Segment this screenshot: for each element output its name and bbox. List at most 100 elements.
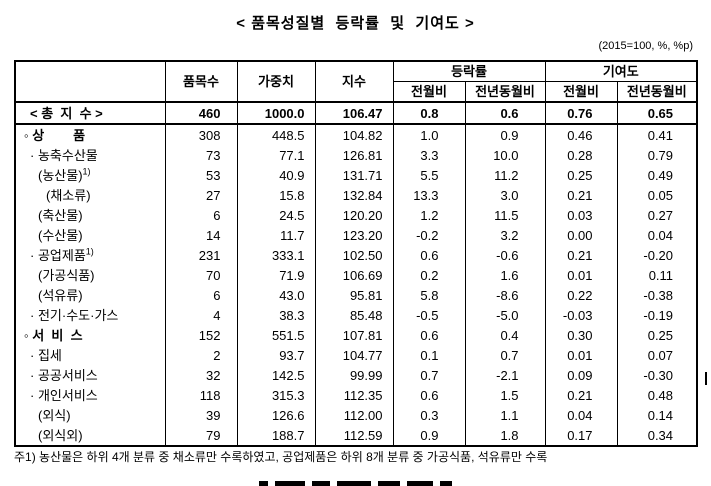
- page-title: < 품목성질별 등락률 및 기여도 >: [236, 15, 475, 32]
- cell-value: 104.82: [314, 124, 393, 145]
- row-label: · 전기·수도·가스: [14, 305, 165, 325]
- cell-value: 6: [164, 285, 237, 305]
- cell-value: 0.79: [616, 145, 698, 165]
- footnote: 주1) 농산물은 하위 4개 분류 중 채소류만 수록하였고, 공업제품은 하위…: [14, 450, 548, 464]
- cell-value: 0.2: [392, 265, 465, 285]
- table-row: (가공식품) 70 71.9 106.69 0.2 1.6 0.01 0.11: [14, 265, 698, 285]
- table-row: · 집세 2 93.7 104.77 0.1 0.7 0.01 0.07: [14, 345, 698, 365]
- cell-value: 106.69: [314, 265, 393, 285]
- cell-value: -0.19: [616, 305, 698, 325]
- cell-value: -8.6: [464, 285, 546, 305]
- cell-value: 112.59: [314, 425, 393, 446]
- cell-value: 0.49: [616, 165, 698, 185]
- cell-value: 0.6: [392, 325, 465, 345]
- cell-value: 0.6: [392, 385, 465, 405]
- cell-value: 0.65: [616, 102, 698, 125]
- cell-value: 0.21: [544, 245, 618, 265]
- cell-value: 1.6: [464, 265, 546, 285]
- cell-value: 43.0: [236, 285, 315, 305]
- cell-value: 104.77: [314, 345, 393, 365]
- header-item-count: 품목수: [164, 60, 237, 103]
- cell-value: 120.20: [314, 205, 393, 225]
- cell-value: 0.3: [392, 405, 465, 425]
- cell-value: 132.84: [314, 185, 393, 205]
- cell-value: 551.5: [236, 325, 315, 345]
- cell-value: 0.03: [544, 205, 618, 225]
- statistics-table: 품목수 가중치 지수 등락률 기여도 전월비 전년동월비 전월비 전년동월비 <…: [14, 60, 699, 447]
- clipped-next-heading: [0, 480, 711, 486]
- header-weight: 가중치: [236, 60, 315, 103]
- cell-value: 24.5: [236, 205, 315, 225]
- cell-value: -0.20: [616, 245, 698, 265]
- cell-value: 99.99: [314, 365, 393, 385]
- cell-value: 333.1: [236, 245, 315, 265]
- cell-value: 0.21: [544, 385, 618, 405]
- table-row: (수산물) 14 11.7 123.20 -0.2 3.2 0.00 0.04: [14, 225, 698, 245]
- cell-value: 93.7: [236, 345, 315, 365]
- header-change-rate-group: 등락률: [392, 60, 546, 82]
- cell-value: 0.7: [392, 365, 465, 385]
- header-change-mom: 전월비: [392, 81, 465, 103]
- cell-value: 0.04: [616, 225, 698, 245]
- cell-value: 53: [164, 165, 237, 185]
- corner-cell: [14, 60, 165, 103]
- row-label: < 총 지 수 >: [14, 102, 165, 125]
- row-label: (축산물): [14, 205, 165, 225]
- cell-value: 107.81: [314, 325, 393, 345]
- cell-value: -0.03: [544, 305, 618, 325]
- cell-value: 308: [164, 124, 237, 145]
- row-label: · 농축수산물: [14, 145, 165, 165]
- cell-value: 3.3: [392, 145, 465, 165]
- cell-value: 0.07: [616, 345, 698, 365]
- cell-value: 131.71: [314, 165, 393, 185]
- cell-value: 0.27: [616, 205, 698, 225]
- cell-value: 11.2: [464, 165, 546, 185]
- row-label: · 공업제품1): [14, 245, 165, 265]
- table-row: (축산물) 6 24.5 120.20 1.2 11.5 0.03 0.27: [14, 205, 698, 225]
- cell-value: 11.7: [236, 225, 315, 245]
- table-row: · 전기·수도·가스 4 38.3 85.48 -0.5 -5.0 -0.03 -0.19: [14, 305, 698, 325]
- cell-value: 126.6: [236, 405, 315, 425]
- cell-value: 112.35: [314, 385, 393, 405]
- header-change-yoy: 전년동월비: [464, 81, 546, 103]
- cell-value: 38.3: [236, 305, 315, 325]
- cell-value: 0.1: [392, 345, 465, 365]
- table-row: < 총 지 수 >460 1000.0 106.47 0.8 0.6 0.76 0.65: [14, 102, 698, 125]
- cell-value: 1.8: [464, 425, 546, 446]
- row-label: (수산물): [14, 225, 165, 245]
- unit-note: (2015=100, %, %p): [598, 40, 693, 52]
- cell-value: 118: [164, 385, 237, 405]
- table-row: (외식) 39 126.6 112.00 0.3 1.1 0.04 0.14: [14, 405, 698, 425]
- cell-value: 13.3: [392, 185, 465, 205]
- row-label: · 공공서비스: [14, 365, 165, 385]
- cell-value: 39: [164, 405, 237, 425]
- cell-value: 0.28: [544, 145, 618, 165]
- cell-value: 0.7: [464, 345, 546, 365]
- cell-value: 4: [164, 305, 237, 325]
- cell-value: 5.5: [392, 165, 465, 185]
- cell-value: 123.20: [314, 225, 393, 245]
- cell-value: 0.14: [616, 405, 698, 425]
- cell-value: 0.01: [544, 265, 618, 285]
- cell-value: 2: [164, 345, 237, 365]
- cell-value: 106.47: [314, 102, 393, 125]
- header-index: 지수: [314, 60, 393, 103]
- cell-value: 73: [164, 145, 237, 165]
- row-label: (채소류): [14, 185, 165, 205]
- row-label: ◦ 상 품: [14, 124, 165, 145]
- table-row: ◦ 상 품 308 448.5 104.82 1.0 0.9 0.46 0.41: [14, 124, 698, 145]
- cell-value: 0.17: [544, 425, 618, 446]
- cell-value: 152: [164, 325, 237, 345]
- cell-value: 10.0: [464, 145, 546, 165]
- cell-value: 32: [164, 365, 237, 385]
- table-row: (농산물)1) 53 40.9 131.71 5.5 11.2 0.25 0.49: [14, 165, 698, 185]
- cell-value: 0.6: [464, 102, 546, 125]
- cell-value: 15.8: [236, 185, 315, 205]
- cell-value: 0.01: [544, 345, 618, 365]
- table-row: (석유류) 6 43.0 95.81 5.8 -8.6 0.22 -0.38: [14, 285, 698, 305]
- cell-value: 3.0: [464, 185, 546, 205]
- table-row: (외식외) 79 188.7 112.59 0.9 1.8 0.17 0.34: [14, 425, 698, 446]
- row-label: · 개인서비스: [14, 385, 165, 405]
- cell-value: 0.4: [464, 325, 546, 345]
